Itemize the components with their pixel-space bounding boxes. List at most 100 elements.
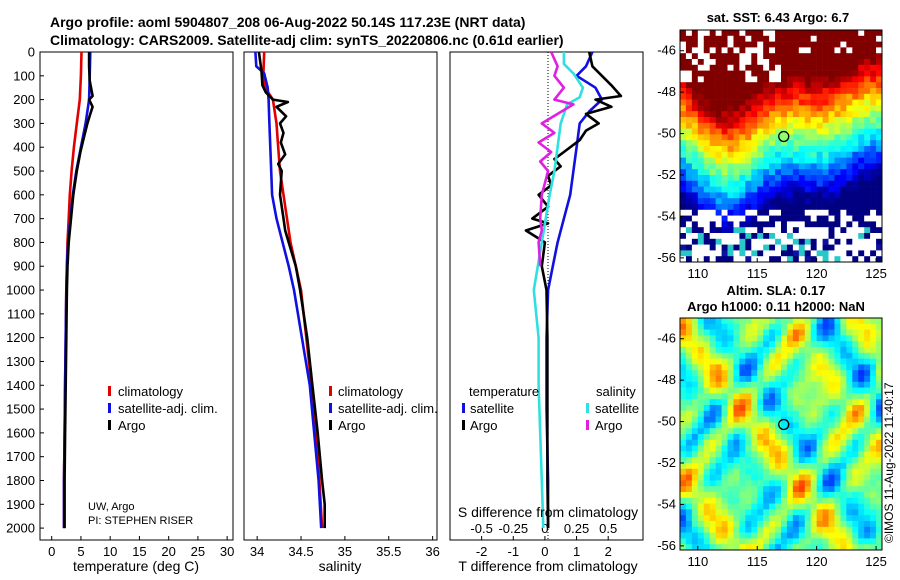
sla-cell bbox=[792, 358, 800, 365]
sla-cell bbox=[721, 428, 728, 435]
sst-cell bbox=[810, 47, 817, 54]
sst-cell bbox=[697, 59, 705, 66]
sla-cell bbox=[834, 497, 841, 504]
sla-cell bbox=[804, 503, 811, 510]
sla-cell bbox=[816, 492, 823, 499]
sla-cell bbox=[834, 521, 841, 528]
sla-cell bbox=[822, 393, 829, 400]
sst-cell bbox=[792, 105, 800, 112]
sla-cell bbox=[691, 416, 699, 423]
sst-cell bbox=[840, 221, 847, 228]
sst-cell bbox=[810, 175, 817, 182]
sst-cell bbox=[840, 175, 847, 182]
sla-cell bbox=[745, 497, 752, 504]
sla-cell bbox=[697, 347, 705, 354]
sst-cell bbox=[828, 105, 835, 112]
sst-cell bbox=[828, 157, 835, 164]
sst-cell bbox=[840, 99, 847, 106]
sst-cell bbox=[763, 64, 770, 71]
sst-cell bbox=[775, 82, 782, 89]
sla-cell bbox=[685, 410, 693, 417]
sla-cell bbox=[680, 492, 687, 499]
sst-cell bbox=[763, 128, 770, 135]
sst-cell bbox=[727, 122, 734, 129]
sst-cell bbox=[840, 186, 847, 193]
sst-cell bbox=[798, 250, 806, 257]
sla-cell bbox=[792, 352, 800, 359]
sst-cell bbox=[798, 134, 806, 141]
sst-cell bbox=[721, 64, 728, 71]
sla-cell bbox=[864, 486, 871, 493]
sst-cell bbox=[757, 151, 764, 158]
sst-cell bbox=[733, 256, 740, 262]
sla-cell bbox=[709, 370, 716, 377]
sla-cell bbox=[840, 503, 847, 510]
sst-cell bbox=[739, 117, 746, 124]
sla-cell bbox=[858, 399, 865, 406]
sla-cell bbox=[703, 509, 710, 516]
sla-cell bbox=[763, 352, 770, 359]
sst-cell bbox=[757, 70, 764, 77]
sst-cell bbox=[858, 238, 865, 245]
sla-cell bbox=[840, 451, 847, 458]
sst-cell bbox=[751, 233, 758, 240]
sla-cell bbox=[697, 393, 705, 400]
sst-cell bbox=[840, 198, 847, 205]
sst-cell bbox=[786, 99, 794, 106]
sla-cell bbox=[703, 422, 710, 429]
sla-cell bbox=[739, 405, 746, 412]
difference-legend: temperature salinity satellite Argo sate… bbox=[462, 384, 639, 433]
sst-cell bbox=[792, 146, 800, 153]
sst-cell bbox=[703, 47, 710, 54]
sla-cell bbox=[721, 509, 728, 516]
sst-cell bbox=[798, 163, 806, 170]
sst-cell bbox=[775, 169, 782, 176]
sst-cell bbox=[709, 244, 716, 251]
sst-cell bbox=[721, 76, 728, 83]
sla-cell bbox=[733, 532, 740, 539]
sst-cell bbox=[792, 76, 800, 83]
sla-cell bbox=[792, 387, 800, 394]
sst-cell bbox=[870, 209, 877, 216]
sst-cell bbox=[792, 209, 800, 216]
sla-cell bbox=[685, 335, 693, 342]
sla-cell bbox=[858, 370, 865, 377]
sst-cell bbox=[727, 250, 734, 257]
sst-cell bbox=[733, 30, 740, 37]
sla-map: Altim. SLA: 0.17 Argo h1000: 0.11 h2000:… bbox=[657, 283, 887, 569]
sst-cell bbox=[798, 82, 806, 89]
sla-cell bbox=[763, 335, 770, 342]
sla-cell bbox=[751, 370, 758, 377]
sla-cell bbox=[763, 341, 770, 348]
sla-cell bbox=[834, 393, 841, 400]
sla-cell bbox=[739, 492, 746, 499]
sla-cell bbox=[810, 318, 817, 325]
sla-cell bbox=[828, 486, 835, 493]
sla-cell bbox=[685, 323, 693, 330]
sst-cell bbox=[757, 157, 764, 164]
sla-cell bbox=[685, 352, 693, 359]
sla-cell bbox=[691, 358, 699, 365]
sst-cell bbox=[858, 88, 865, 95]
sst-cell bbox=[864, 221, 871, 228]
sst-cell bbox=[769, 198, 776, 205]
sla-cell bbox=[709, 405, 716, 412]
sla-cell bbox=[828, 439, 835, 446]
sla-cell bbox=[685, 387, 693, 394]
sst-cell bbox=[703, 117, 710, 124]
sla-cell bbox=[786, 497, 794, 504]
sla-cell bbox=[828, 451, 835, 458]
sst-cell bbox=[804, 198, 811, 205]
sla-cell bbox=[876, 480, 882, 487]
sst-cell bbox=[846, 117, 853, 124]
sla-cell bbox=[786, 329, 794, 336]
sla-cell bbox=[745, 509, 752, 516]
sst-cell bbox=[828, 30, 835, 37]
sst-cell bbox=[751, 180, 758, 187]
depth-tick-label: 400 bbox=[13, 140, 35, 155]
sst-cell bbox=[685, 163, 693, 170]
sst-cell bbox=[775, 64, 782, 71]
x-tick-label: -1 bbox=[507, 544, 519, 559]
sst-cell bbox=[781, 105, 788, 112]
sst-cell bbox=[745, 134, 752, 141]
